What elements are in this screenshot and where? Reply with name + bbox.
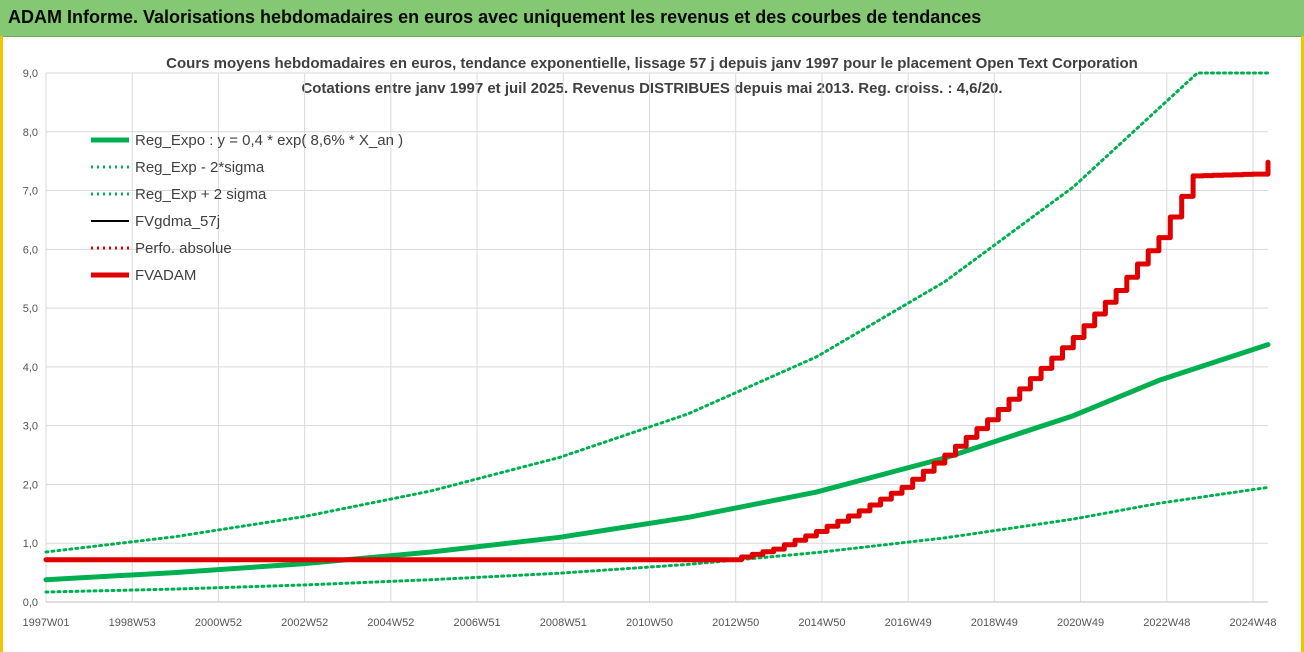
series-line-0 (43, 342, 1271, 583)
legend-label: Perfo. absolue (135, 240, 232, 257)
x-tick-label: 1997W01 (22, 617, 69, 629)
chart-area: Cours moyens hebdomadaires en euros, ten… (3, 37, 1301, 652)
x-tick-label: 2022W48 (1143, 617, 1190, 629)
report-header: ADAM Informe. Valorisations hebdomadaire… (0, 0, 1304, 37)
x-tick-label: 2016W49 (885, 617, 932, 629)
series-line-5 (43, 159, 1271, 563)
series-line-2 (44, 71, 1270, 554)
series-line-4 (44, 160, 1270, 562)
series-line-3 (45, 161, 1269, 561)
legend-label: Reg_Exp + 2 sigma (135, 186, 267, 203)
y-tick-label: 8,0 (23, 127, 38, 139)
x-tick-label: 2000W52 (195, 617, 242, 629)
legend-label: FVgdma_57j (135, 213, 220, 230)
x-tick-label: 2010W50 (626, 617, 673, 629)
chart-title-line1: Cours moyens hebdomadaires en euros, ten… (166, 55, 1138, 72)
legend-label: Reg_Exp - 2*sigma (135, 159, 265, 176)
y-tick-label: 7,0 (23, 186, 38, 198)
x-tick-label: 2008W51 (540, 617, 587, 629)
x-tick-label: 2006W51 (454, 617, 501, 629)
y-tick-label: 1,0 (23, 538, 38, 550)
legend-label: Reg_Expo : y = 0,4 * exp( 8,6% * X_an ) (135, 132, 403, 149)
y-tick-label: 2,0 (23, 479, 38, 491)
x-tick-label: 2020W49 (1057, 617, 1104, 629)
y-tick-label: 4,0 (23, 362, 38, 374)
x-tick-label: 2018W49 (971, 617, 1018, 629)
x-tick-label: 2014W50 (798, 617, 845, 629)
chart-svg: 0,0 1,0 2,0 3,0 4,0 5,0 6,0 7,0 8,0 9,0 1997W01 199… (22, 68, 1276, 629)
y-tick-label: 0,0 (23, 597, 38, 609)
y-tick-label: 5,0 (23, 303, 38, 315)
series-line-1 (44, 485, 1270, 594)
legend-label: FVADAM (135, 267, 196, 284)
x-tick-label: 2004W52 (367, 617, 414, 629)
x-tick-label: 2024W48 (1229, 617, 1276, 629)
report-title: ADAM Informe. Valorisations hebdomadaire… (8, 7, 982, 27)
y-tick-label: 9,0 (23, 68, 38, 80)
left-border (0, 36, 3, 652)
right-border (1301, 36, 1304, 652)
x-tick-label: 1998W53 (109, 617, 156, 629)
x-tick-label: 2012W50 (712, 617, 759, 629)
x-tick-label: 2002W52 (281, 617, 328, 629)
y-tick-label: 3,0 (23, 421, 38, 433)
y-tick-label: 6,0 (23, 244, 38, 256)
